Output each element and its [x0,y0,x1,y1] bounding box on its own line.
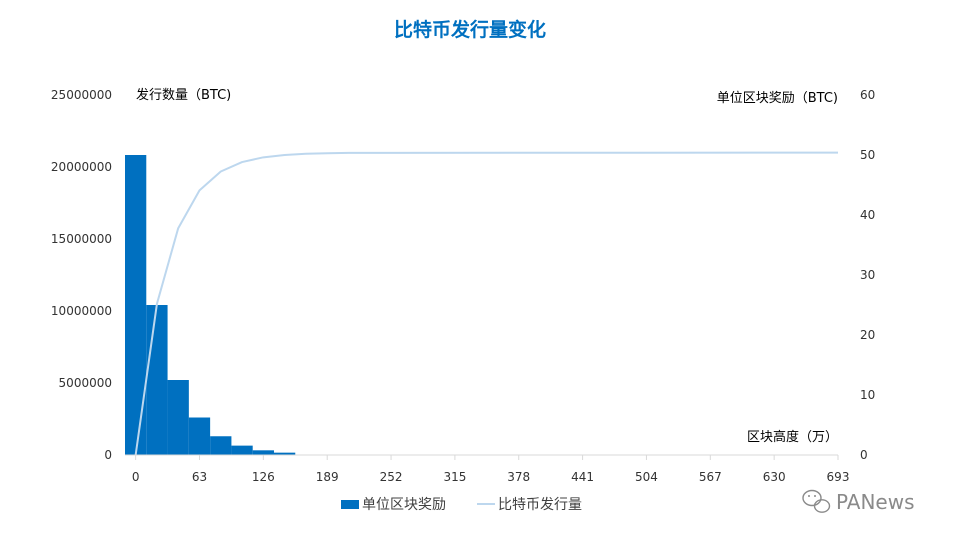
y-right-tick-label: 0 [860,448,868,462]
reward-bar [252,450,274,455]
x-tick-label: 63 [192,470,207,484]
y-axis-right-ticks: 0 10 20 30 40 50 60 [860,88,875,462]
y-axis-right-title: 单位区块奖励（BTC) [717,91,838,106]
x-tick-label: 693 [827,470,850,484]
y-axis-left-title: 发行数量（BTC) [136,87,231,103]
wechat-icon [802,489,831,513]
supply-line [134,151,839,456]
reward-bar [167,380,189,455]
legend: 单位区块奖励 比特币发行量 [341,496,582,513]
legend-bar-swatch [341,500,359,509]
y-right-tick-label: 40 [860,208,875,222]
y-left-tick-label: 20000000 [51,160,112,174]
x-axis-ticks: 0 63 126 189 252 315 378 441 504 567 630 693 [132,455,850,484]
legend-line-label: 比特币发行量 [498,497,582,513]
y-right-tick-label: 50 [860,148,875,162]
reward-bar [188,417,211,455]
reward-bar [210,436,232,455]
x-axis-title: 区块高度（万） [747,429,838,445]
y-left-tick-label: 5000000 [59,376,112,390]
y-right-tick-label: 20 [860,328,875,342]
x-tick-label: 126 [252,470,275,484]
supply-line-layer [134,151,839,456]
watermark-text: PANews [836,490,915,514]
x-tick-label: 441 [571,470,594,484]
chart-title: 比特币发行量变化 [394,18,546,41]
y-left-tick-label: 0 [104,448,112,462]
y-right-tick-label: 10 [860,388,875,402]
x-tick-label: 252 [380,470,403,484]
reward-bar [125,155,147,455]
y-right-tick-label: 60 [860,88,875,102]
y-left-tick-label: 15000000 [51,232,112,246]
watermark: PANews [802,489,915,514]
y-left-tick-label: 10000000 [51,304,112,318]
reward-bar [273,452,296,455]
x-tick-label: 630 [763,470,786,484]
legend-bar-label: 单位区块奖励 [362,496,446,513]
y-axis-left-ticks: 0 5000000 10000000 15000000 20000000 25000000 [51,88,112,462]
x-tick-label: 315 [443,470,466,484]
x-tick-label: 0 [132,470,140,484]
reward-bar [231,445,253,455]
x-tick-label: 378 [507,470,530,484]
x-tick-label: 189 [316,470,339,484]
reward-bar [146,305,168,455]
y-right-tick-label: 30 [860,268,875,282]
x-tick-label: 504 [635,470,658,484]
x-tick-label: 567 [699,470,722,484]
y-left-tick-label: 25000000 [51,88,112,102]
reward-bars [125,155,296,455]
